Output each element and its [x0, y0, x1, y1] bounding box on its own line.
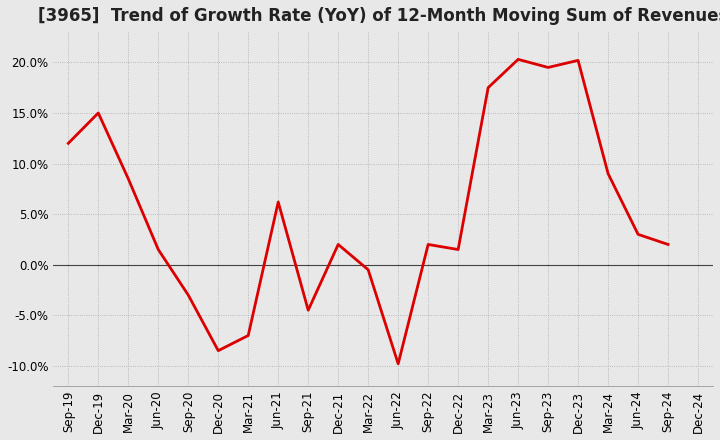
Title: [3965]  Trend of Growth Rate (YoY) of 12-Month Moving Sum of Revenues: [3965] Trend of Growth Rate (YoY) of 12-…	[38, 7, 720, 25]
